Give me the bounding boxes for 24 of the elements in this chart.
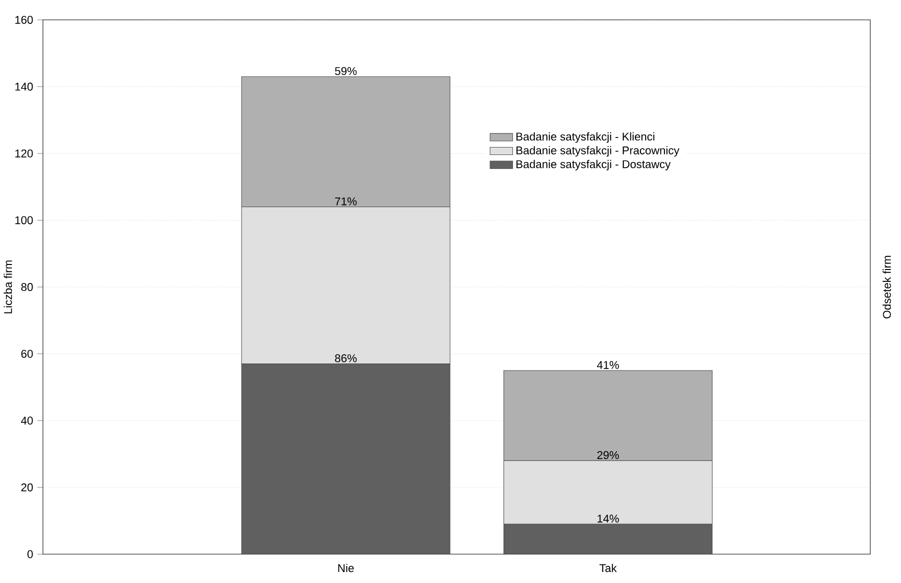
y-tick-label: 60: [21, 350, 33, 358]
y-tick-label: 140: [15, 82, 33, 91]
legend-label: Badanie satysfakcji - Dostawcy: [516, 160, 671, 170]
x-tick-label: Tak: [600, 564, 617, 572]
y-tick-label: 20: [21, 483, 33, 492]
y-tick-label: 40: [21, 416, 33, 425]
annotation: 29%: [597, 451, 619, 460]
y-tick-label: 0: [27, 550, 33, 558]
annotation: 14%: [598, 514, 619, 523]
bar: [504, 524, 713, 554]
bar: [241, 364, 450, 554]
legend-label: Badanie satysfakcji - Klienci: [516, 132, 654, 143]
annotation: 71%: [335, 197, 357, 206]
y-tick-label: 120: [15, 149, 33, 158]
legend-label: Badanie satysfakcji - Pracownicy: [516, 146, 680, 157]
x-tick-label: Nie: [338, 564, 354, 572]
y-tick-label: 160: [15, 16, 33, 24]
annotation: 41%: [596, 361, 619, 369]
y-tick-label: 100: [15, 216, 33, 224]
annotation: 59%: [334, 67, 357, 76]
y-tick-label: 80: [21, 283, 33, 292]
y-axis-title: Liczba firm: [4, 260, 12, 314]
annotation: 86%: [335, 354, 357, 362]
y2-axis-title: Odsetek firm: [882, 256, 891, 318]
